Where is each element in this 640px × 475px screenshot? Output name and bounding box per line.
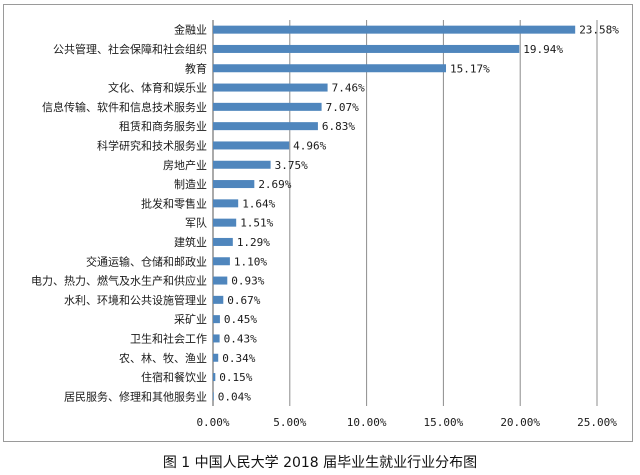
bar <box>213 295 224 304</box>
data-label: 1.10% <box>234 255 267 268</box>
bar <box>213 64 447 73</box>
x-tick-label: 20.00% <box>500 416 540 429</box>
x-tick-label: 15.00% <box>424 416 464 429</box>
x-tick-label: 25.00% <box>577 416 617 429</box>
category-label: 科学研究和技术服务业 <box>97 138 207 152</box>
data-label: 0.45% <box>224 313 257 326</box>
category-label: 信息传输、软件和信息技术服务业 <box>42 100 207 114</box>
category-label: 采矿业 <box>174 313 207 326</box>
category-label: 水利、环境和公共设施管理业 <box>64 293 207 307</box>
x-tick-label: 10.00% <box>347 416 387 429</box>
category-label: 租赁和商务服务业 <box>119 119 207 133</box>
category-label: 住宿和餐饮业 <box>141 370 207 384</box>
category-label: 金融业 <box>174 23 207 37</box>
category-label: 教育 <box>185 61 207 75</box>
bar <box>213 218 237 227</box>
data-label: 0.15% <box>219 371 252 384</box>
bar <box>213 353 219 362</box>
data-label: 7.46% <box>332 82 365 95</box>
bar <box>213 122 318 131</box>
x-axis-ticks: 0.00% 5.00% 10.00% 15.00% 20.00% 25.00% <box>196 416 617 429</box>
bar <box>213 237 233 246</box>
data-label: 0.43% <box>224 332 257 345</box>
data-label: 2.69% <box>258 178 291 191</box>
bar <box>213 25 576 34</box>
data-label: 23.58% <box>579 24 619 37</box>
gridlines <box>212 20 598 406</box>
data-label: 1.29% <box>237 236 270 249</box>
category-label: 交通运输、仓储和邮政业 <box>86 254 207 268</box>
category-labels: 金融业公共管理、社会保障和社会组织教育文化、体育和娱乐业信息传输、软件和信息技术… <box>31 23 207 404</box>
data-label: 7.07% <box>326 101 359 114</box>
category-label: 制造业 <box>174 177 207 191</box>
figure-caption: 图 1 中国人民大学 2018 届毕业生就业行业分布图 <box>162 455 478 471</box>
data-label: 0.93% <box>231 275 264 288</box>
x-tick-label: 0.00% <box>196 416 229 429</box>
data-label: 1.51% <box>240 217 273 230</box>
data-label: 0.34% <box>222 352 255 365</box>
bar <box>213 334 220 343</box>
category-label: 农、林、牧、渔业 <box>119 351 207 365</box>
bar <box>213 180 255 189</box>
data-label: 6.83% <box>322 120 355 133</box>
value-labels: 23.58% 19.94% 15.17% 7.46% 7.07% 6.83% 4.96% 3.… <box>218 24 620 404</box>
category-label: 公共管理、社会保障和社会组织 <box>53 42 207 56</box>
bar <box>213 199 239 208</box>
x-tick-label: 5.00% <box>273 416 306 429</box>
category-label: 批发和零售业 <box>141 196 207 210</box>
bar <box>213 315 220 324</box>
bar <box>213 160 271 169</box>
bar <box>213 373 216 382</box>
bar <box>213 276 228 285</box>
data-label: 0.04% <box>218 390 251 403</box>
category-label: 文化、体育和娱乐业 <box>108 81 207 95</box>
bar <box>213 44 520 53</box>
category-label: 居民服务、修理和其他服务业 <box>64 389 207 403</box>
bar <box>213 83 328 92</box>
data-label: 3.75% <box>275 159 308 172</box>
category-label: 电力、热力、燃气及水生产和供应业 <box>31 274 207 288</box>
category-label: 建筑业 <box>174 235 207 249</box>
chart-frame <box>3 4 633 442</box>
data-label: 19.94% <box>523 43 563 56</box>
data-label: 0.67% <box>227 294 260 307</box>
data-label: 4.96% <box>293 139 326 152</box>
category-label: 卫生和社会工作 <box>130 331 207 345</box>
bar <box>213 392 214 401</box>
category-label: 房地产业 <box>163 158 207 172</box>
bar <box>213 141 290 150</box>
bar <box>213 257 230 266</box>
bars <box>213 25 576 401</box>
bar <box>213 102 322 111</box>
data-label: 15.17% <box>450 62 490 75</box>
category-label: 军队 <box>185 216 207 230</box>
data-label: 1.64% <box>242 197 275 210</box>
